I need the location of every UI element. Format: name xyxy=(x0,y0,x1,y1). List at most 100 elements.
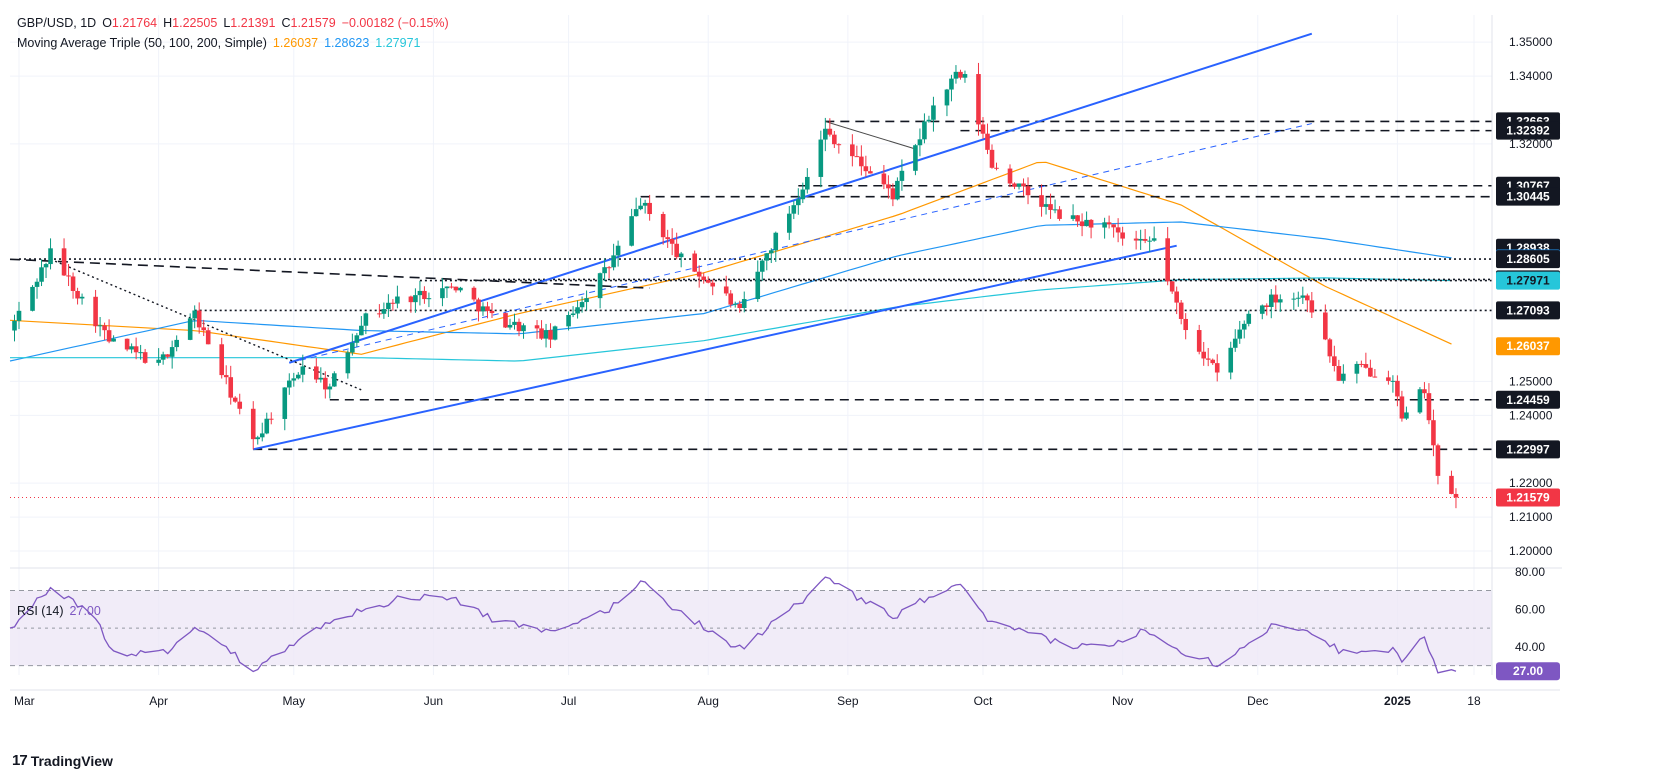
candle-body xyxy=(755,271,761,300)
open-label: O xyxy=(102,16,112,30)
price-badge-label: 1.30445 xyxy=(1506,190,1550,204)
candle-body xyxy=(1016,183,1022,187)
candle-body xyxy=(832,134,837,145)
low-value: 1.21391 xyxy=(230,16,276,30)
candle-body xyxy=(1449,475,1454,494)
candle-body xyxy=(449,286,454,288)
rsi-line xyxy=(9,576,1457,674)
price-badge-level xyxy=(1496,250,1560,269)
price-badge-level xyxy=(1496,301,1560,320)
candle-body xyxy=(827,128,833,135)
candle-body xyxy=(1386,377,1391,381)
candle-body xyxy=(994,167,999,169)
symbol-legend: GBP/USD, 1D O1.21764 H1.22505 L1.21391 C1.21… xyxy=(17,16,455,30)
candle-body xyxy=(16,310,22,321)
close-label: C xyxy=(281,16,291,30)
candle-body xyxy=(1246,313,1252,324)
candle-body xyxy=(485,306,490,311)
candlesticks xyxy=(12,62,1459,509)
candle-body xyxy=(1422,389,1427,394)
candle-body xyxy=(422,290,427,300)
price-tick-label: 1.32000 xyxy=(1509,137,1553,151)
candle-body xyxy=(413,295,418,303)
candle-body xyxy=(1106,222,1112,225)
candle-body xyxy=(795,199,801,206)
candle-body xyxy=(1012,183,1017,187)
time-tick-label: Oct xyxy=(974,694,993,708)
price-badge-level xyxy=(1496,121,1560,140)
candle-body xyxy=(701,276,707,280)
candle-body xyxy=(507,324,513,328)
candle-body xyxy=(728,293,734,305)
candle-body xyxy=(1025,186,1031,196)
candle-body xyxy=(93,296,98,327)
candle-body xyxy=(138,352,143,354)
candle-body xyxy=(187,318,193,340)
candle-body xyxy=(1228,347,1234,373)
candle-body xyxy=(773,232,779,251)
candle-body xyxy=(395,296,400,304)
candle-body xyxy=(1431,420,1436,446)
candle-body xyxy=(318,377,324,380)
price-badge-level xyxy=(1496,390,1560,409)
candle-body xyxy=(1305,295,1310,301)
candle-body xyxy=(791,205,797,214)
candle-body xyxy=(1372,376,1378,378)
tradingview-brand: TradingView xyxy=(30,752,113,769)
tradingview-logo-icon: 17 xyxy=(12,752,28,769)
tradingview-logo: 17 TradingView xyxy=(12,752,113,769)
candle-body xyxy=(1354,363,1360,374)
time-tick-label: Apr xyxy=(149,694,168,708)
time-tick-label: Sep xyxy=(837,694,859,708)
high-value: 1.22505 xyxy=(172,16,218,30)
ma-legend: Moving Average Triple (50, 100, 200, Sim… xyxy=(17,36,426,50)
candle-body xyxy=(692,253,697,272)
ma100-value: 1.28623 xyxy=(324,36,370,50)
candle-body xyxy=(962,74,968,78)
candle-body xyxy=(1237,329,1243,339)
candle-body xyxy=(705,279,711,283)
candle-body xyxy=(850,144,855,157)
candle-body xyxy=(165,354,170,357)
candle-body xyxy=(417,290,423,296)
trendline-3 xyxy=(9,258,650,289)
price-badge-ma50 xyxy=(1496,337,1560,356)
candle-body xyxy=(377,313,382,315)
candle-body xyxy=(1070,215,1076,219)
candle-body xyxy=(674,243,679,258)
candle-body xyxy=(327,386,333,390)
candle-body xyxy=(196,310,202,328)
price-badge-label: 1.21579 xyxy=(1506,490,1550,504)
candle-body xyxy=(1368,367,1373,377)
candle-body xyxy=(102,325,107,331)
candle-body xyxy=(660,214,666,238)
candle-body xyxy=(890,188,896,200)
candle-body xyxy=(350,342,355,353)
low-label: L xyxy=(223,16,231,30)
candle-body xyxy=(1057,209,1062,219)
candle-body xyxy=(34,281,40,287)
candle-body xyxy=(232,397,238,402)
candle-body xyxy=(156,359,161,363)
candle-body xyxy=(597,273,603,299)
price-badge-label: 1.24459 xyxy=(1506,393,1550,407)
candle-body xyxy=(201,327,206,331)
candle-body xyxy=(79,296,85,299)
candle-body xyxy=(980,124,986,134)
candle-body xyxy=(917,139,923,146)
rsi-tick-label: 60.00 xyxy=(1515,602,1545,616)
candle-body xyxy=(142,352,148,363)
price-badge-level xyxy=(1496,187,1560,206)
candle-body xyxy=(1291,298,1297,300)
candle-body xyxy=(1453,493,1459,498)
candle-body xyxy=(106,330,112,342)
candle-body xyxy=(696,271,702,277)
candle-body xyxy=(647,202,652,215)
candle-body xyxy=(548,330,553,340)
candle-body xyxy=(1115,227,1121,233)
candle-body xyxy=(1296,297,1301,299)
support-resistance-levels xyxy=(10,120,1492,498)
candle-body xyxy=(1151,238,1157,241)
candle-body xyxy=(1309,300,1315,313)
candle-body xyxy=(1142,238,1148,241)
